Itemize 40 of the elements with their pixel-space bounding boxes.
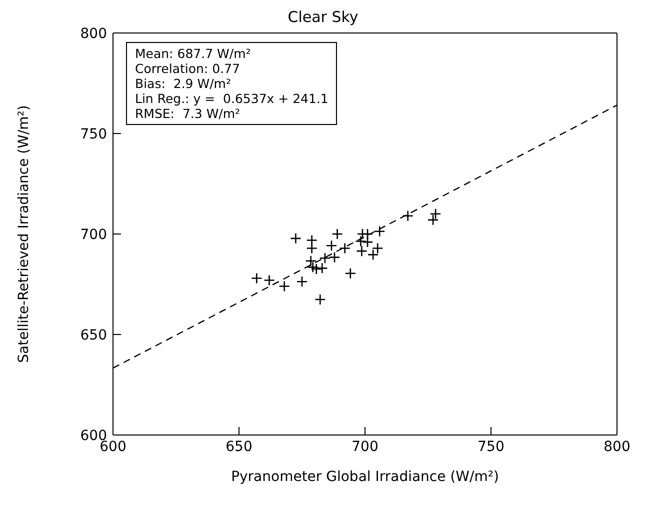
x-tick-label: 750 [478, 438, 504, 455]
annotation: Correlation: 0.77 [135, 61, 241, 76]
point [332, 228, 343, 240]
point [367, 249, 379, 260]
point [372, 242, 384, 254]
point [328, 252, 340, 263]
point [314, 294, 326, 306]
point [427, 214, 439, 226]
annotation: Bias: 2.9 W/m² [135, 76, 232, 91]
point [326, 240, 338, 252]
y-tick-label: 750 [80, 126, 107, 142]
point [290, 232, 302, 244]
point [402, 210, 414, 222]
y-tick-label: 700 [80, 226, 107, 243]
point [250, 272, 262, 284]
x-axis-title: Pyranometer Global Irradiance (W/m²) [231, 469, 499, 485]
point [355, 236, 366, 247]
y-axis-title: Satellite-Retrieved Irradiance (W/m²) [16, 105, 32, 363]
y-tick-label: 650 [80, 327, 107, 344]
point [316, 262, 328, 274]
point [344, 268, 356, 280]
x-tick-label: 700 [352, 438, 378, 455]
x-tick-label: 650 [226, 438, 252, 455]
point [296, 276, 308, 288]
x-tick-label: 800 [604, 438, 630, 455]
point [306, 234, 318, 246]
point [362, 228, 374, 240]
annotation: Lin Reg.: y = 0.6537x + 241.1 [135, 91, 328, 106]
point [430, 208, 442, 220]
chart-title: Clear Sky [286, 8, 360, 26]
point [306, 242, 318, 254]
point [356, 245, 368, 257]
point [319, 252, 331, 264]
point [374, 226, 386, 238]
point [264, 274, 275, 286]
annotation: Mean: 687.7 W/m² [135, 46, 252, 61]
point [278, 280, 290, 292]
y-tick-label: 800 [80, 26, 107, 42]
point [339, 242, 350, 254]
annotation: RMSE: 7.3 W/m² [135, 106, 242, 121]
